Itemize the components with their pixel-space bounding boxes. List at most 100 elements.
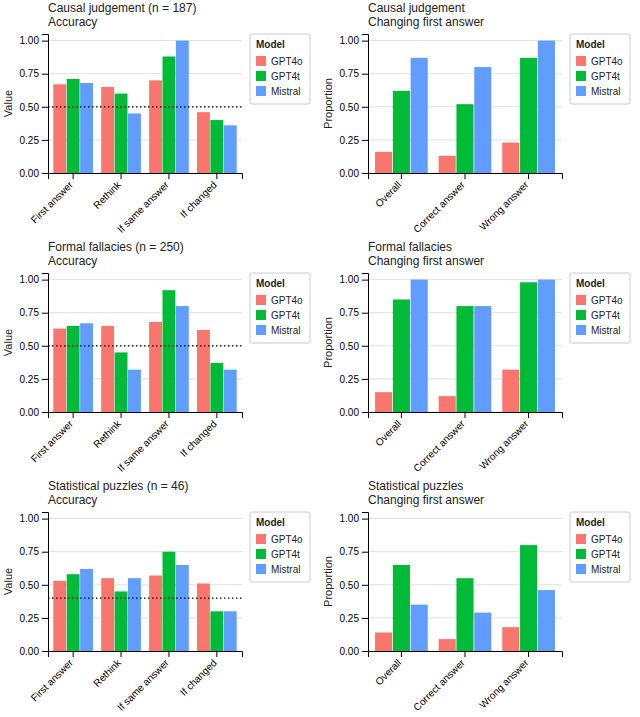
y-axis: 0.000.250.500.751.00 — [340, 35, 369, 179]
y-tick-label: 1.00 — [20, 513, 40, 524]
legend-swatch — [576, 86, 586, 96]
y-tick-mark — [42, 379, 48, 380]
series — [80, 306, 237, 412]
x-tick-mark — [465, 173, 466, 179]
y-tick-label: 1.00 — [340, 513, 360, 524]
legend-swatch — [256, 56, 266, 66]
y-tick-mark — [42, 313, 48, 314]
bar — [538, 280, 555, 412]
y-tick: 0.25 — [340, 374, 368, 385]
x-tick-mark — [465, 412, 466, 418]
legend-label: GPT4o — [271, 56, 303, 67]
grid-line — [368, 518, 562, 519]
legend-swatch — [256, 295, 266, 305]
legend-swatch — [576, 564, 586, 574]
y-tick-label: 0.75 — [20, 546, 40, 557]
y-axis-title: Value — [2, 90, 14, 117]
y-tick: 0.75 — [20, 546, 48, 557]
y-tick: 0.25 — [20, 135, 48, 146]
y-tick: 0.50 — [20, 580, 48, 591]
legend-label: Mistral — [271, 325, 300, 336]
y-tick-label: 0.75 — [340, 546, 360, 557]
y-tick: 0.50 — [20, 102, 48, 113]
y-tick-label: 1.00 — [340, 274, 360, 285]
bar — [53, 581, 66, 651]
y-tick: 0.50 — [340, 341, 368, 352]
panel: 0.000.250.500.751.00First answerRethinkI… — [2, 1, 310, 235]
bar — [520, 282, 537, 412]
x-tick: First answer — [29, 651, 76, 703]
y-tick-label: 0.50 — [340, 580, 360, 591]
series — [67, 57, 224, 173]
x-tick: If same answer — [115, 412, 171, 474]
x-tick: If changed — [178, 173, 219, 220]
bar — [115, 94, 128, 173]
legend-swatch — [256, 534, 266, 544]
x-tick-label: Rethink — [91, 656, 123, 688]
y-tick: 0.00 — [340, 646, 368, 657]
x-tick: Rethink — [91, 173, 123, 211]
legend-frame — [570, 34, 630, 104]
reference-line — [48, 345, 242, 346]
x-tick: Overall — [373, 412, 403, 448]
bar — [67, 326, 80, 412]
x-tick-mark — [401, 173, 402, 179]
y-tick-mark — [362, 41, 368, 42]
y-tick-mark — [362, 552, 368, 553]
x-tick-label: If changed — [178, 418, 219, 459]
x-axis-line — [49, 652, 243, 658]
legend-label: GPT4o — [271, 534, 303, 545]
x-tick-label: If changed — [178, 179, 219, 220]
bar — [128, 578, 141, 651]
y-tick-mark — [362, 412, 368, 413]
y-tick-label: 0.50 — [340, 102, 360, 113]
y-tick-label: 0.25 — [20, 613, 40, 624]
legend-swatch — [256, 564, 266, 574]
bar — [163, 552, 176, 651]
grid — [368, 41, 562, 173]
bar — [53, 329, 66, 412]
x-tick-label: Correct answer — [411, 179, 467, 235]
y-tick: 1.00 — [340, 513, 368, 524]
y-tick-label: 0.50 — [20, 102, 40, 113]
x-tick: Correct answer — [411, 412, 467, 474]
plot-area — [375, 545, 555, 651]
x-tick-label: First answer — [29, 418, 76, 465]
legend-swatch — [576, 549, 586, 559]
title: Causal judgement (n = 187)Accuracy — [48, 1, 196, 29]
y-tick: 1.00 — [20, 274, 48, 285]
y-tick-mark — [362, 585, 368, 586]
y-axis-title: Proportion — [322, 556, 334, 607]
y-tick-mark — [42, 173, 48, 174]
legend-swatch — [256, 86, 266, 96]
x-axis-line — [49, 174, 243, 180]
y-tick: 1.00 — [340, 35, 368, 46]
bar — [224, 370, 237, 412]
y-tick: 0.00 — [340, 168, 368, 179]
y-tick-label: 0.50 — [20, 580, 40, 591]
bar — [538, 41, 555, 173]
y-tick-mark — [42, 346, 48, 347]
bar — [210, 611, 223, 651]
bar — [101, 578, 114, 651]
bar — [53, 84, 66, 173]
y-tick: 0.75 — [20, 68, 48, 79]
bar — [502, 627, 519, 651]
x-tick-label: Overall — [373, 179, 403, 209]
y-tick: 0.50 — [20, 341, 48, 352]
legend-label: GPT4o — [591, 56, 623, 67]
y-tick: 0.00 — [20, 168, 48, 179]
grid-line — [48, 345, 242, 346]
y-tick-mark — [362, 140, 368, 141]
y-axis-line — [42, 274, 49, 413]
bar — [176, 41, 189, 173]
panel: 0.000.250.500.751.00Overall Correct answe… — [322, 1, 630, 235]
plot-area — [48, 552, 242, 651]
legend-frame — [250, 34, 310, 104]
plot-area — [48, 41, 242, 173]
y-axis-title: Value — [2, 329, 14, 356]
legend: ModelGPT4oGPT4tMistral — [570, 273, 630, 343]
y-tick-mark — [42, 519, 48, 520]
x-tick-mark — [73, 412, 74, 418]
grid-line — [48, 73, 242, 74]
